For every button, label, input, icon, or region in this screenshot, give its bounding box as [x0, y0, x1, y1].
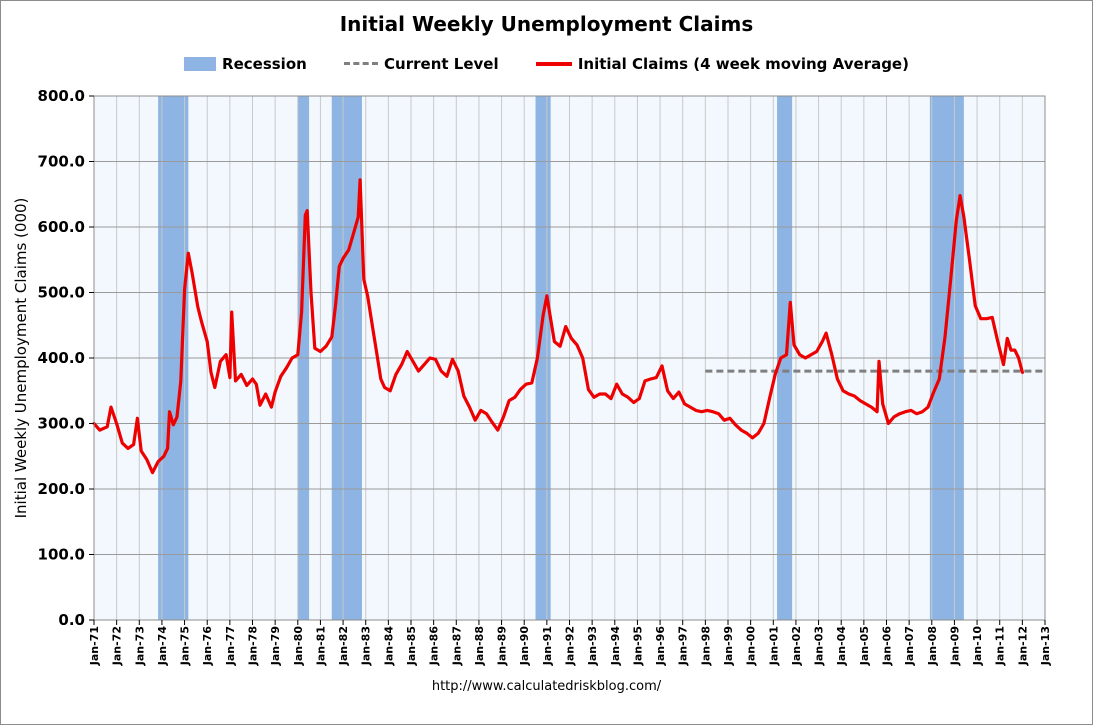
chart-title: Initial Weekly Unemployment Claims: [339, 12, 754, 36]
x-tick-label-26: Jan-97: [677, 626, 690, 666]
x-tick-label-35: Jan-06: [881, 626, 894, 667]
x-tick-label-33: Jan-04: [835, 626, 848, 667]
x-tick-label-27: Jan-98: [699, 626, 712, 666]
x-tick-label-7: Jan-78: [247, 626, 260, 666]
x-tick-label-16: Jan-87: [450, 626, 463, 666]
x-tick-label-40: Jan-11: [994, 626, 1007, 666]
x-tick-label-29: Jan-00: [745, 626, 758, 667]
x-tick-label-36: Jan-07: [903, 626, 916, 666]
x-tick-label-2: Jan-73: [133, 626, 146, 666]
x-tick-label-20: Jan-91: [541, 626, 554, 666]
x-tick-label-42: Jan-13: [1039, 626, 1052, 666]
x-tick-label-38: Jan-09: [948, 626, 961, 666]
legend-label-current-level: Current Level: [384, 54, 499, 73]
y-tick-label-6: 600.0: [38, 218, 85, 236]
legend-swatch-current-level: [344, 62, 379, 65]
x-tick-label-13: Jan-84: [382, 626, 395, 667]
x-tick-label-11: Jan-82: [337, 626, 350, 666]
y-tick-label-0: 0.0: [58, 611, 85, 629]
x-tick-label-31: Jan-02: [790, 626, 803, 666]
legend-label-initial-claims: Initial Claims (4 week moving Average): [577, 54, 909, 73]
legend-item-initial-claims: Initial Claims (4 week moving Average): [535, 54, 909, 73]
legend-item-recession: Recession: [184, 55, 307, 73]
x-tick-label-14: Jan-85: [405, 626, 418, 666]
x-tick-label-4: Jan-75: [179, 626, 192, 666]
x-tick-label-15: Jan-86: [428, 626, 441, 667]
x-tick-label-41: Jan-12: [1016, 626, 1029, 666]
x-tick-label-28: Jan-99: [722, 626, 735, 666]
initial-claims-series-line: [92, 178, 1025, 475]
y-tick-label-4: 400.0: [38, 349, 85, 367]
y-tick-label-2: 200.0: [38, 480, 85, 498]
x-tick-label-1: Jan-72: [111, 626, 124, 666]
x-tick-label-3: Jan-74: [156, 626, 169, 667]
x-tick-label-18: Jan-89: [496, 626, 509, 666]
legend-item-current-level: Current Level: [344, 55, 499, 73]
x-tick-label-9: Jan-80: [292, 626, 305, 667]
x-tick-label-8: Jan-79: [269, 626, 282, 666]
x-tick-label-37: Jan-08: [926, 626, 939, 666]
x-tick-label-21: Jan-92: [564, 626, 577, 666]
x-tick-label-32: Jan-03: [813, 626, 826, 666]
x-tick-label-25: Jan-96: [654, 626, 667, 667]
y-tick-label-8: 800.0: [38, 87, 85, 105]
x-tick-label-19: Jan-90: [518, 626, 531, 667]
y-tick-label-1: 100.0: [38, 546, 85, 564]
chart-legend: Recession Current Level Initial Claims (…: [0, 54, 1093, 73]
x-tick-label-24: Jan-95: [631, 626, 644, 666]
x-tick-label-22: Jan-93: [586, 626, 599, 666]
x-tick-label-34: Jan-05: [858, 626, 871, 666]
x-tick-label-5: Jan-76: [201, 626, 214, 667]
legend-swatch-recession: [184, 56, 217, 71]
x-tick-label-12: Jan-83: [360, 626, 373, 666]
x-tick-label-10: Jan-81: [314, 626, 327, 666]
x-tick-label-39: Jan-10: [971, 626, 984, 667]
x-tick-label-6: Jan-77: [224, 626, 237, 666]
x-tick-label-17: Jan-88: [473, 626, 486, 666]
x-tick-label-23: Jan-94: [609, 626, 622, 667]
y-tick-label-7: 700.0: [38, 153, 85, 171]
legend-swatch-initial-claims: [535, 61, 572, 66]
x-tick-label-30: Jan-01: [767, 626, 780, 666]
y-tick-label-3: 300.0: [38, 415, 85, 433]
x-tick-label-0: Jan-71: [88, 626, 101, 666]
y-tick-label-5: 500.0: [38, 284, 85, 302]
source-url: http://www.calculatedriskblog.com/: [431, 679, 662, 694]
legend-label-recession: Recession: [222, 54, 307, 73]
